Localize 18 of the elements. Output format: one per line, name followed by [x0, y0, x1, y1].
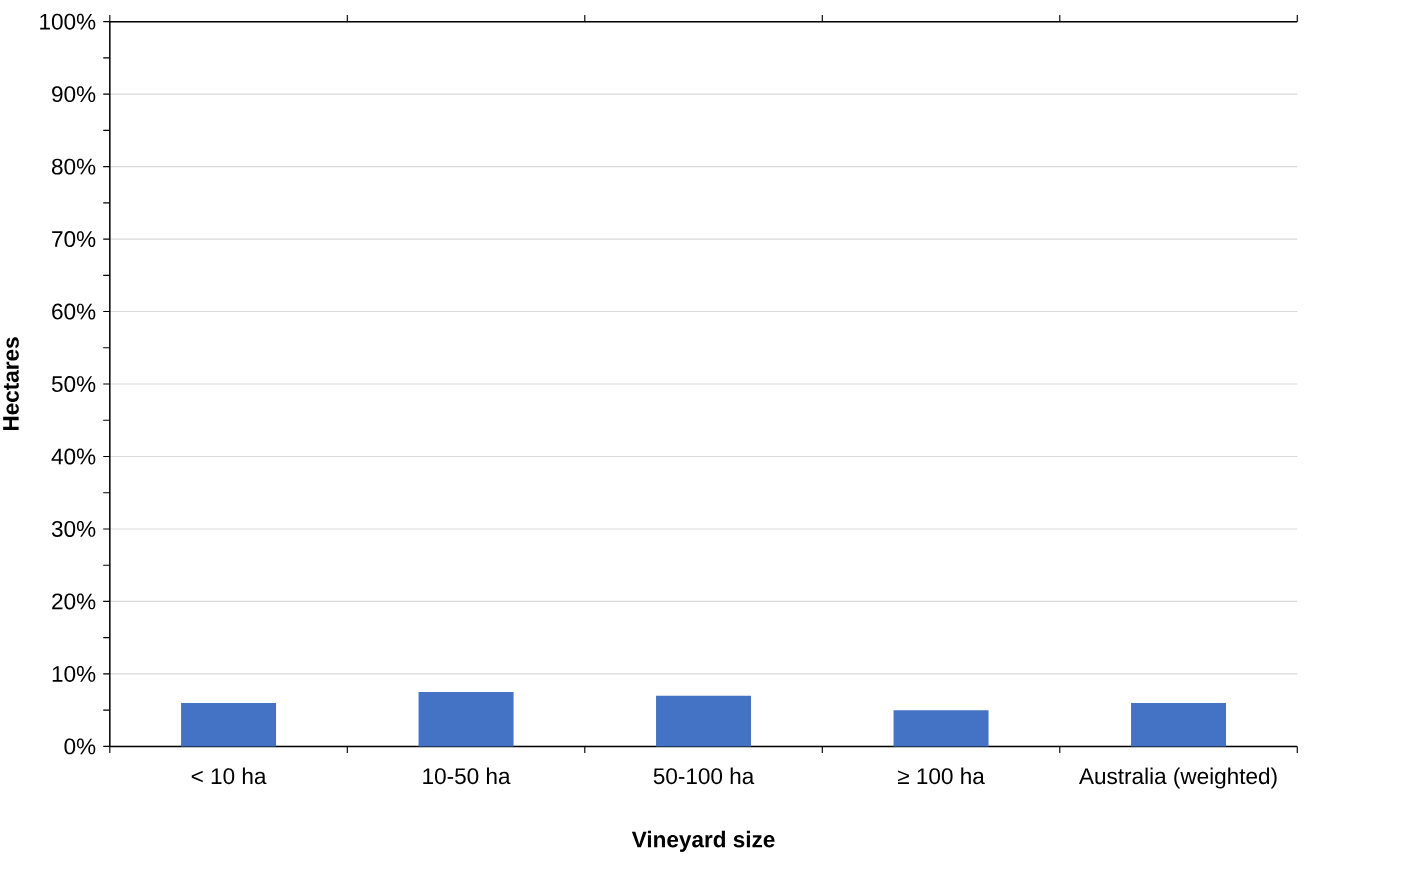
x-axis-title: Vineyard size: [631, 830, 775, 852]
x-tick-label: 10-50 ha: [423, 767, 511, 785]
y-tick-label: 50%: [51, 376, 96, 392]
y-tick-label: 90%: [52, 86, 96, 103]
y-tick-label: 10%: [52, 665, 96, 682]
y-tick-label: 60%: [52, 303, 96, 320]
y-tick-label: 80%: [52, 158, 96, 175]
y-tick-label: 20%: [52, 593, 96, 610]
x-tick-label: Australia (weighted): [1079, 767, 1277, 789]
y-axis-title: Hectares: [3, 337, 19, 431]
y-tick-label: 0%: [64, 738, 96, 755]
y-tick-label: 100%: [40, 13, 96, 30]
x-tick-label: < 10 ha: [191, 767, 267, 785]
x-tick-label: ≥ 100 ha: [897, 767, 985, 785]
y-tick-label: 40%: [51, 448, 96, 465]
y-tick-label: 30%: [51, 520, 96, 537]
y-tick-label: 70%: [52, 231, 96, 248]
x-tick-label: 50-100 ha: [653, 767, 755, 785]
